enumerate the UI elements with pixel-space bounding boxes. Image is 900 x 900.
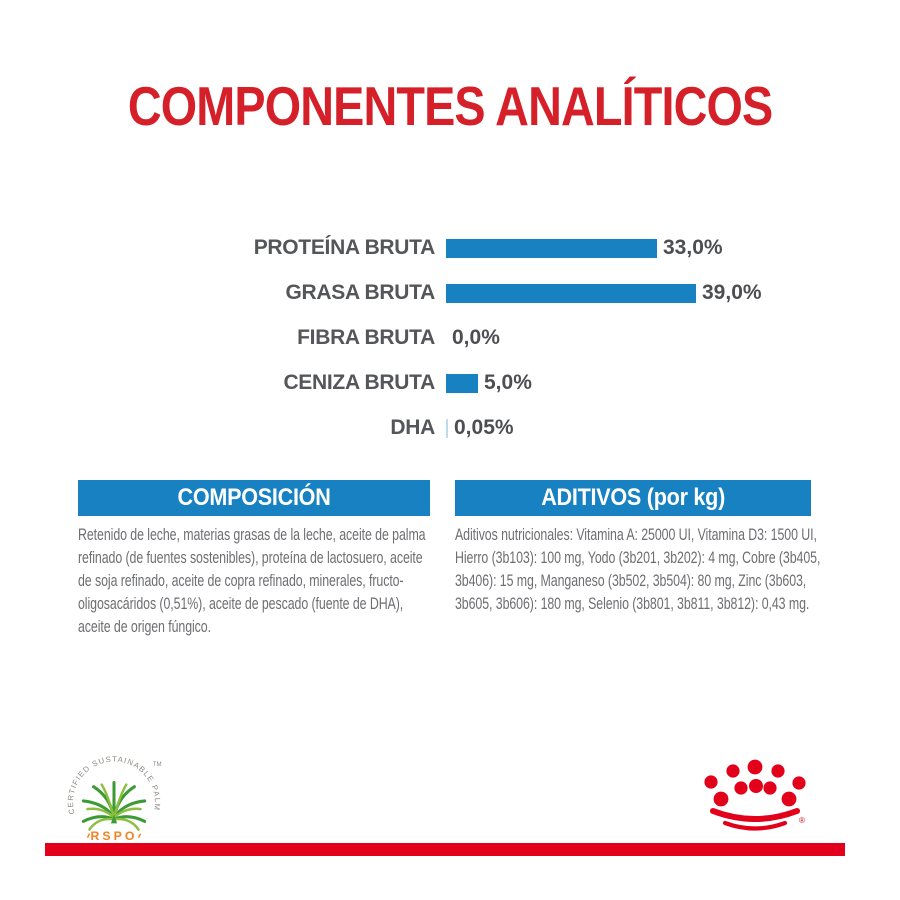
bar (446, 418, 448, 438)
composicion-header-label: COMPOSICIÓN (177, 484, 331, 511)
bar-value-label: 33,0% (663, 236, 723, 259)
bar-value-label: 39,0% (702, 281, 762, 304)
rspo-quote-marks (86, 833, 142, 839)
composicion-body-text: Retenido de leche, materias grasas de la… (78, 526, 426, 636)
palm-tree-icon (81, 781, 147, 831)
bar-value-label: 0,05% (454, 416, 514, 439)
bar-value-label: 0,0% (452, 326, 500, 349)
page-title: COMPONENTES ANALÍTICOS (0, 74, 900, 138)
bar (446, 238, 657, 258)
analytical-components-chart: PROTEÍNA BRUTA 33,0% GRASA BRUTA 39,0% F… (0, 236, 900, 463)
bar-category-label: GRASA BRUTA (285, 281, 435, 304)
bar (446, 373, 478, 393)
chart-row: DHA 0,05% (0, 416, 900, 439)
crown-arcs (710, 808, 800, 831)
chart-row: FIBRA BRUTA 0,0% (0, 326, 900, 349)
rspo-certification-logo: CERTIFIED SUSTAINABLE PALM OIL TM (62, 756, 162, 843)
aditivos-header-label: ADITIVOS (por kg) (541, 484, 725, 511)
chart-row: CENIZA BRUTA 5,0% (0, 371, 900, 394)
crown-dots (704, 759, 806, 807)
royal-canin-crown-logo: ® (704, 759, 806, 831)
bar-category-label: CENIZA BRUTA (283, 371, 435, 394)
page-title-text: COMPONENTES ANALÍTICOS (127, 75, 773, 137)
bar-category-label: DHA (390, 416, 435, 439)
bar-category-label: PROTEÍNA BRUTA (253, 236, 436, 259)
composicion-section-header: COMPOSICIÓN (78, 480, 430, 516)
registered-trademark-symbol: ® (799, 816, 805, 825)
aditivos-section-header: ADITIVOS (por kg) (455, 480, 811, 516)
chart-row: PROTEÍNA BRUTA 33,0% (0, 236, 900, 259)
aditivos-body-text: Aditivos nutricionales: Vitamina A: 2500… (455, 526, 821, 613)
rspo-label: RSPO (91, 829, 138, 843)
bar (446, 283, 696, 303)
chart-row: GRASA BRUTA 39,0% (0, 281, 900, 304)
rspo-trademark: TM (153, 761, 162, 768)
bar-category-label: FIBRA BRUTA (297, 326, 435, 349)
bar-value-label: 5,0% (484, 371, 532, 394)
brand-red-strip (45, 843, 845, 856)
